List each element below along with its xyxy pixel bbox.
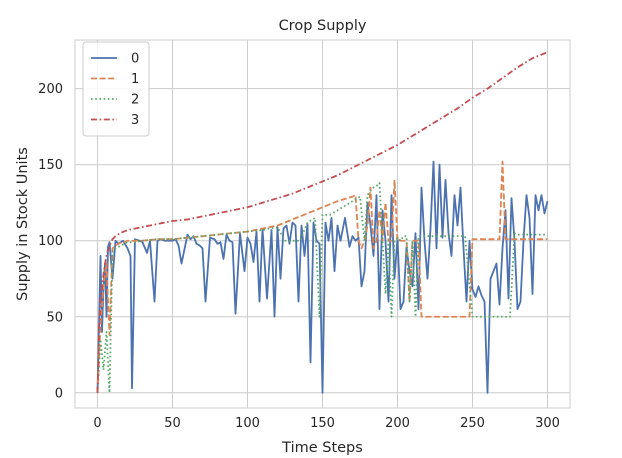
series-line-1	[96, 160, 548, 393]
x-tick-label: 100	[235, 416, 260, 431]
chart-title: Crop Supply	[279, 18, 367, 34]
legend-box	[82, 41, 150, 137]
series-line-0	[96, 160, 549, 394]
series-line-3	[96, 51, 548, 393]
x-tick-label: 250	[460, 416, 485, 431]
series-layer	[96, 51, 549, 394]
y-axis-label: Supply in Stock Units	[15, 147, 31, 301]
legend: 0 1 2 3	[82, 41, 150, 137]
x-tick-label: 150	[310, 416, 335, 431]
legend-label-1: 1	[131, 72, 139, 87]
x-tick-label: 200	[385, 416, 410, 431]
y-tick-label: 200	[38, 82, 63, 97]
series-line-2	[96, 182, 548, 394]
x-axis-ticks: 0 50 100 150 200 250 300	[93, 416, 560, 431]
x-tick-label: 300	[535, 416, 560, 431]
plot-area-frame	[74, 39, 571, 409]
y-axis-ticks: 0 50 100 150 200	[38, 82, 63, 401]
legend-label-2: 2	[131, 93, 139, 108]
y-tick-label: 150	[38, 158, 63, 173]
x-tick-label: 0	[93, 416, 101, 431]
y-tick-label: 100	[38, 234, 63, 249]
x-axis-label: Time Steps	[281, 440, 363, 456]
y-tick-label: 50	[46, 310, 63, 325]
legend-label-0: 0	[131, 52, 139, 67]
y-tick-label: 0	[55, 386, 63, 401]
x-tick-label: 50	[164, 416, 181, 431]
legend-label-3: 3	[131, 113, 139, 128]
